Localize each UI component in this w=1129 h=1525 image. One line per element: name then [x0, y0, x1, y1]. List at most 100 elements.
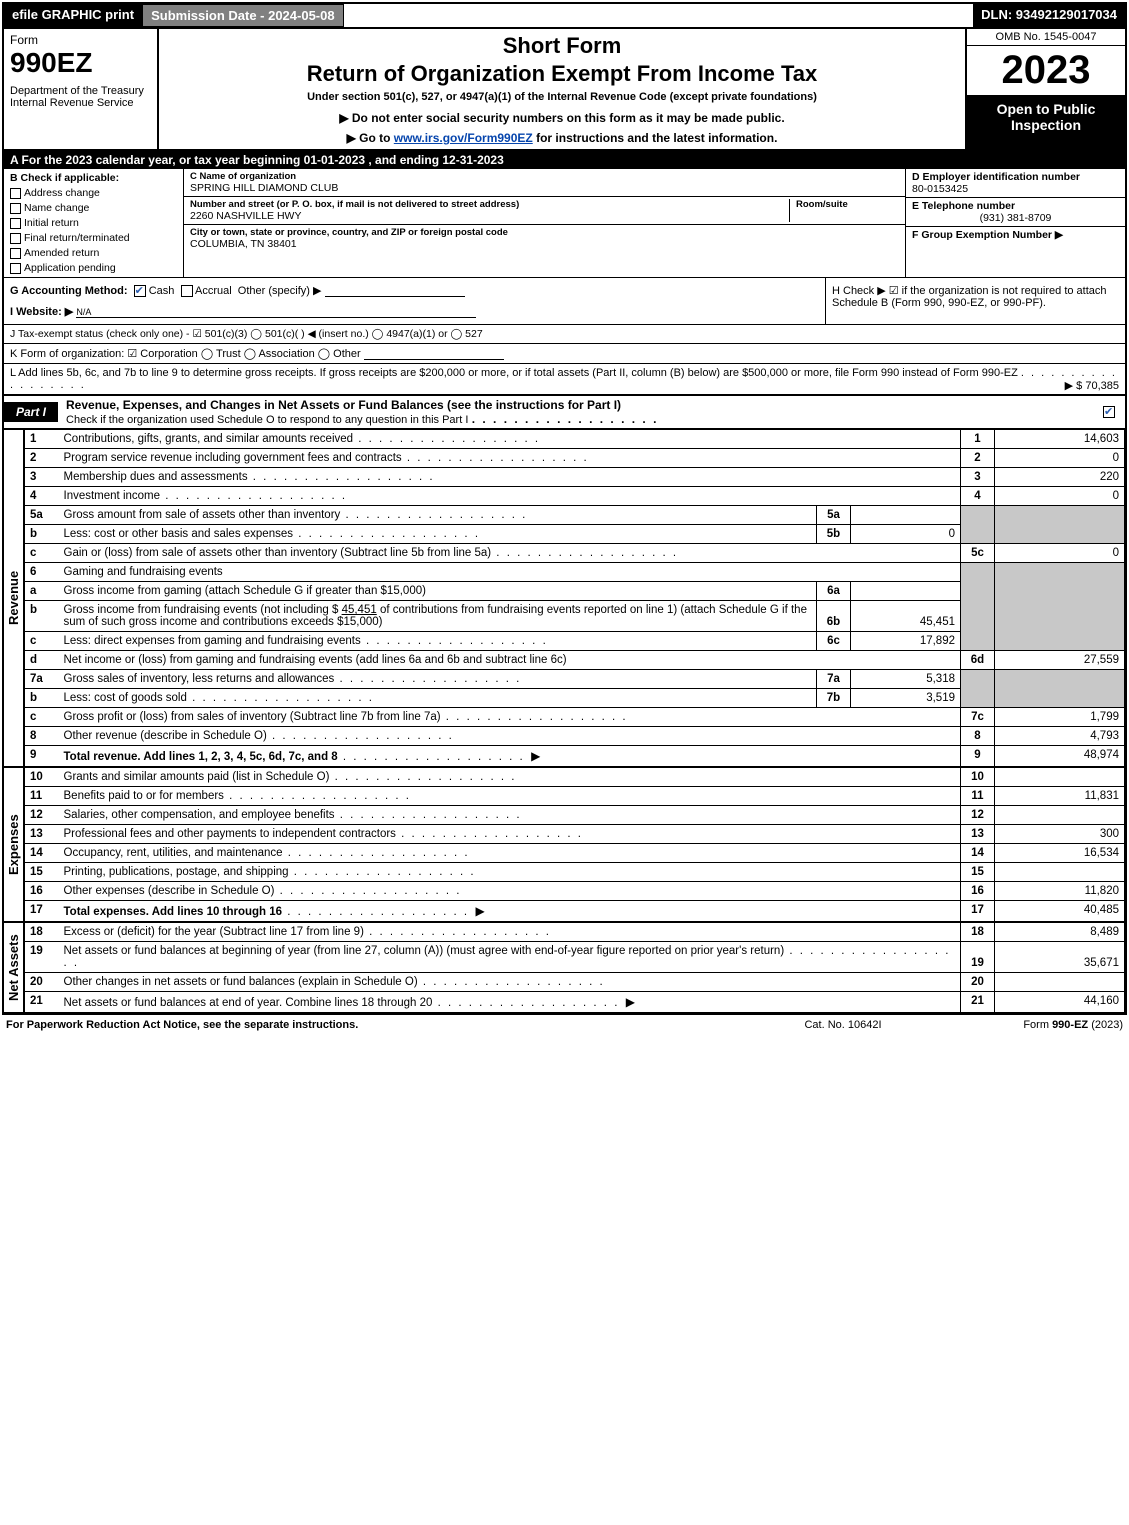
- sv-5a: [851, 506, 961, 525]
- part1-checkbox[interactable]: [1103, 406, 1115, 418]
- org-name-label: C Name of organization: [190, 171, 899, 182]
- phone-value: (931) 381-8709: [912, 212, 1119, 224]
- lbl-application-pending: Application pending: [24, 262, 116, 274]
- part1-check-note: Check if the organization used Schedule …: [66, 414, 468, 426]
- ein-value: 80-0153425: [912, 183, 1119, 195]
- desc-1: Contributions, gifts, grants, and simila…: [64, 433, 354, 445]
- ln-2: 2: [25, 449, 59, 468]
- desc-2: Program service revenue including govern…: [64, 452, 402, 464]
- lbl-cash: Cash: [149, 285, 175, 297]
- desc-17: Total expenses. Add lines 10 through 16: [64, 906, 283, 918]
- desc-8: Other revenue (describe in Schedule O): [64, 730, 267, 742]
- val-9: 48,974: [995, 746, 1125, 767]
- val-21: 44,160: [995, 992, 1125, 1013]
- efile-label[interactable]: efile GRAPHIC print: [4, 4, 142, 27]
- ln-6: 6: [25, 563, 59, 582]
- ein-label: D Employer identification number: [912, 171, 1119, 183]
- chk-final-return[interactable]: [10, 233, 21, 244]
- lbl-address-change: Address change: [24, 187, 100, 199]
- val-14: 16,534: [995, 844, 1125, 863]
- row-k: K Form of organization: ☑ Corporation ◯ …: [4, 344, 1125, 364]
- lbl-name-change: Name change: [24, 202, 89, 214]
- footer-left: For Paperwork Reduction Act Notice, see …: [6, 1019, 743, 1031]
- chk-name-change[interactable]: [10, 203, 21, 214]
- lbl-other: Other (specify) ▶: [238, 285, 322, 297]
- desc-18: Excess or (deficit) for the year (Subtra…: [64, 926, 364, 938]
- expenses-side-label: Expenses: [4, 767, 24, 922]
- main-title: Return of Organization Exempt From Incom…: [167, 61, 957, 87]
- box-2: 2: [961, 449, 995, 468]
- box-b-header: B Check if applicable:: [10, 172, 177, 184]
- ln-12: 12: [25, 806, 59, 825]
- desc-16: Other expenses (describe in Schedule O): [64, 885, 275, 897]
- desc-19: Net assets or fund balances at beginning…: [64, 945, 785, 957]
- chk-initial-return[interactable]: [10, 218, 21, 229]
- sub-6a: 6a: [817, 582, 851, 601]
- desc-6b-amt: 45,451: [342, 604, 377, 616]
- ln-4: 4: [25, 487, 59, 506]
- box-13: 13: [961, 825, 995, 844]
- box-21: 21: [961, 992, 995, 1013]
- box-18: 18: [961, 923, 995, 942]
- chk-accrual[interactable]: [181, 285, 193, 297]
- room-label: Room/suite: [796, 199, 899, 210]
- box-19: 19: [961, 942, 995, 973]
- box-5c: 5c: [961, 544, 995, 563]
- sv-6c: 17,892: [851, 632, 961, 651]
- section-a-bar: A For the 2023 calendar year, or tax yea…: [4, 151, 1125, 169]
- group-exemption-label: F Group Exemption Number ▶: [912, 229, 1119, 241]
- tax-year: 2023: [967, 46, 1125, 95]
- submission-date: Submission Date - 2024-05-08: [142, 4, 344, 27]
- val-6d: 27,559: [995, 651, 1125, 670]
- org-name: SPRING HILL DIAMOND CLUB: [190, 182, 899, 194]
- desc-14: Occupancy, rent, utilities, and maintena…: [64, 847, 283, 859]
- lbl-amended-return: Amended return: [24, 247, 99, 259]
- ln-5b: b: [25, 525, 59, 544]
- ln-5c: c: [25, 544, 59, 563]
- desc-12: Salaries, other compensation, and employ…: [64, 809, 335, 821]
- val-15: [995, 863, 1125, 882]
- chk-address-change[interactable]: [10, 188, 21, 199]
- irs-link[interactable]: www.irs.gov/Form990EZ: [394, 131, 533, 145]
- box-b: B Check if applicable: Address change Na…: [4, 169, 184, 277]
- sub-7b: 7b: [817, 689, 851, 708]
- val-16: 11,820: [995, 882, 1125, 901]
- city-label: City or town, state or province, country…: [190, 227, 508, 238]
- subtitle: Under section 501(c), 527, or 4947(a)(1)…: [167, 91, 957, 103]
- ln-7a: 7a: [25, 670, 59, 689]
- omb-number: OMB No. 1545-0047: [967, 29, 1125, 46]
- chk-amended-return[interactable]: [10, 248, 21, 259]
- val-3: 220: [995, 468, 1125, 487]
- box-c: C Name of organization SPRING HILL DIAMO…: [184, 169, 905, 277]
- desc-5b: Less: cost or other basis and sales expe…: [64, 528, 294, 540]
- ln-18: 18: [25, 923, 59, 942]
- top-bar: efile GRAPHIC print Submission Date - 20…: [4, 4, 1125, 29]
- other-org-input[interactable]: [364, 348, 504, 360]
- part1-header: Part I Revenue, Expenses, and Changes in…: [4, 395, 1125, 429]
- ln-11: 11: [25, 787, 59, 806]
- ln-7c: c: [25, 708, 59, 727]
- val-7c: 1,799: [995, 708, 1125, 727]
- box-1: 1: [961, 430, 995, 449]
- box-15: 15: [961, 863, 995, 882]
- desc-6a: Gross income from gaming (attach Schedul…: [64, 585, 426, 597]
- ln-7b: b: [25, 689, 59, 708]
- val-1: 14,603: [995, 430, 1125, 449]
- ln-10: 10: [25, 768, 59, 787]
- goto-note: ▶ Go to www.irs.gov/Form990EZ for instru…: [167, 131, 957, 145]
- box-17: 17: [961, 901, 995, 922]
- desc-15: Printing, publications, postage, and shi…: [64, 866, 289, 878]
- lbl-accrual: Accrual: [195, 285, 232, 297]
- val-20: [995, 973, 1125, 992]
- other-input[interactable]: [325, 285, 465, 297]
- sv-5b: 0: [851, 525, 961, 544]
- box-3: 3: [961, 468, 995, 487]
- website-value: N/A: [76, 307, 476, 318]
- box-20: 20: [961, 973, 995, 992]
- chk-cash[interactable]: [134, 285, 146, 297]
- form-number: 990EZ: [10, 47, 151, 79]
- info-grid: B Check if applicable: Address change Na…: [4, 169, 1125, 278]
- row-h: H Check ▶ ☑ if the organization is not r…: [825, 278, 1125, 324]
- ln-6c: c: [25, 632, 59, 651]
- chk-application-pending[interactable]: [10, 263, 21, 274]
